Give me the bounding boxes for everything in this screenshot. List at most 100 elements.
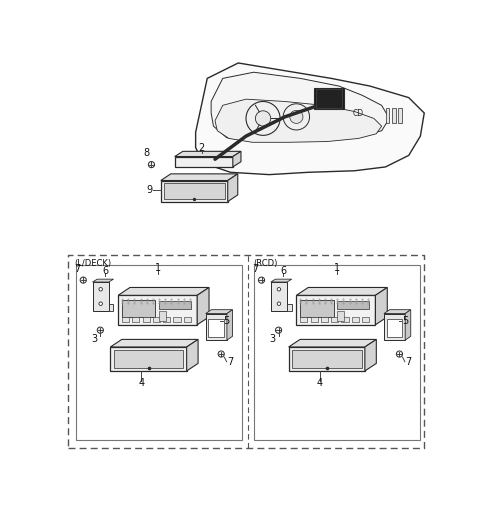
- Bar: [159, 311, 166, 321]
- Circle shape: [258, 277, 264, 283]
- Bar: [118, 295, 197, 325]
- Circle shape: [396, 351, 403, 357]
- Polygon shape: [161, 174, 238, 181]
- Polygon shape: [206, 310, 232, 313]
- Circle shape: [277, 302, 281, 306]
- Bar: [132, 317, 140, 323]
- Bar: [331, 317, 338, 323]
- Bar: [352, 317, 359, 323]
- Bar: [114, 350, 183, 368]
- Bar: [337, 311, 344, 321]
- Text: 7: 7: [228, 357, 234, 367]
- Bar: [314, 88, 344, 109]
- Polygon shape: [109, 304, 113, 311]
- Polygon shape: [211, 72, 389, 141]
- Text: 2: 2: [199, 143, 205, 153]
- Bar: [206, 313, 227, 340]
- Bar: [296, 295, 375, 325]
- Bar: [384, 313, 405, 340]
- Circle shape: [290, 110, 303, 123]
- Polygon shape: [384, 310, 411, 313]
- Text: (RCD): (RCD): [254, 260, 278, 268]
- Circle shape: [218, 351, 224, 357]
- Circle shape: [99, 288, 102, 291]
- Bar: [341, 317, 348, 323]
- Bar: [362, 317, 369, 323]
- Bar: [208, 319, 224, 337]
- Polygon shape: [93, 279, 113, 282]
- Bar: [300, 317, 308, 323]
- Text: 1: 1: [334, 263, 340, 273]
- Bar: [143, 317, 150, 323]
- Circle shape: [276, 327, 282, 333]
- Bar: [300, 300, 334, 317]
- Bar: [321, 317, 328, 323]
- Bar: [122, 317, 129, 323]
- Bar: [392, 108, 396, 123]
- Circle shape: [277, 288, 281, 291]
- Polygon shape: [196, 63, 424, 175]
- Bar: [153, 317, 160, 323]
- Circle shape: [283, 104, 310, 130]
- Circle shape: [246, 101, 280, 135]
- Circle shape: [148, 162, 155, 168]
- Bar: [173, 317, 180, 323]
- Polygon shape: [215, 99, 382, 142]
- Polygon shape: [287, 304, 292, 311]
- Text: 6: 6: [102, 266, 108, 276]
- Polygon shape: [271, 279, 292, 282]
- Polygon shape: [197, 287, 209, 325]
- Polygon shape: [110, 339, 198, 347]
- Bar: [288, 347, 365, 371]
- Bar: [387, 319, 402, 337]
- Text: 7: 7: [406, 357, 412, 367]
- Text: 4: 4: [317, 377, 323, 388]
- Bar: [163, 317, 170, 323]
- Text: 3: 3: [91, 334, 97, 344]
- Bar: [254, 265, 420, 440]
- Text: 4: 4: [138, 377, 144, 388]
- Bar: [110, 347, 187, 371]
- Polygon shape: [228, 174, 238, 202]
- Bar: [122, 300, 155, 317]
- Bar: [184, 317, 191, 323]
- Circle shape: [97, 327, 103, 333]
- Bar: [316, 89, 342, 108]
- Circle shape: [255, 111, 271, 126]
- Polygon shape: [175, 152, 241, 157]
- Polygon shape: [375, 287, 387, 325]
- Text: CD: CD: [353, 109, 364, 118]
- Polygon shape: [296, 287, 387, 295]
- Bar: [93, 282, 109, 311]
- Polygon shape: [227, 310, 232, 340]
- Bar: [164, 183, 225, 199]
- Polygon shape: [288, 339, 376, 347]
- Bar: [175, 157, 233, 167]
- Text: 7: 7: [252, 264, 258, 273]
- Bar: [292, 350, 362, 368]
- Polygon shape: [187, 339, 198, 371]
- Bar: [161, 181, 228, 202]
- Circle shape: [80, 277, 86, 283]
- Polygon shape: [118, 287, 209, 295]
- Bar: [271, 282, 287, 311]
- Polygon shape: [233, 152, 241, 167]
- Text: 6: 6: [280, 266, 286, 276]
- Text: 5: 5: [402, 316, 408, 326]
- Text: 3: 3: [269, 334, 276, 344]
- Bar: [385, 108, 389, 123]
- Polygon shape: [405, 310, 411, 340]
- Text: 8: 8: [144, 148, 150, 158]
- Text: 7: 7: [74, 264, 80, 273]
- Circle shape: [99, 302, 102, 306]
- Text: 1: 1: [156, 263, 161, 273]
- Bar: [159, 301, 191, 309]
- Bar: [337, 301, 369, 309]
- Bar: [311, 317, 318, 323]
- Text: 9: 9: [146, 185, 152, 195]
- Bar: [398, 108, 402, 123]
- Bar: [75, 265, 242, 440]
- Text: (L/DECK): (L/DECK): [74, 260, 111, 268]
- Text: 5: 5: [224, 316, 230, 326]
- Polygon shape: [365, 339, 376, 371]
